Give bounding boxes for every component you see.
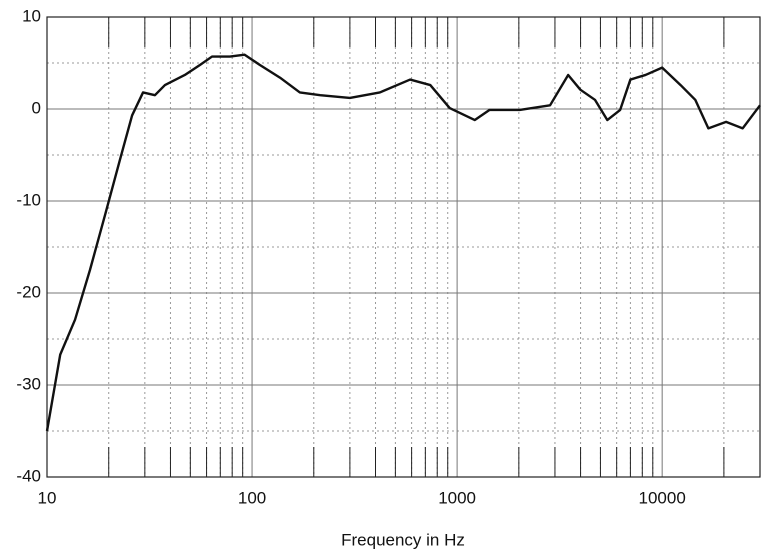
response-line [45,53,761,432]
plot-frame [46,16,761,478]
y-tick-label: 10 [22,6,41,25]
x-tick-label: 1000 [438,488,476,507]
x-tick-label: 100 [238,488,266,507]
y-tick-label: -20 [16,282,41,301]
x-tick-label: 10000 [639,488,686,507]
y-tick-label: -10 [16,190,41,209]
x-axis-label: Frequency in Hz [341,530,465,549]
y-tick-label: -30 [16,374,41,393]
y-tick-label: 0 [32,98,41,117]
x-tick-label: 10 [38,488,57,507]
y-tick-label: -40 [16,466,41,485]
